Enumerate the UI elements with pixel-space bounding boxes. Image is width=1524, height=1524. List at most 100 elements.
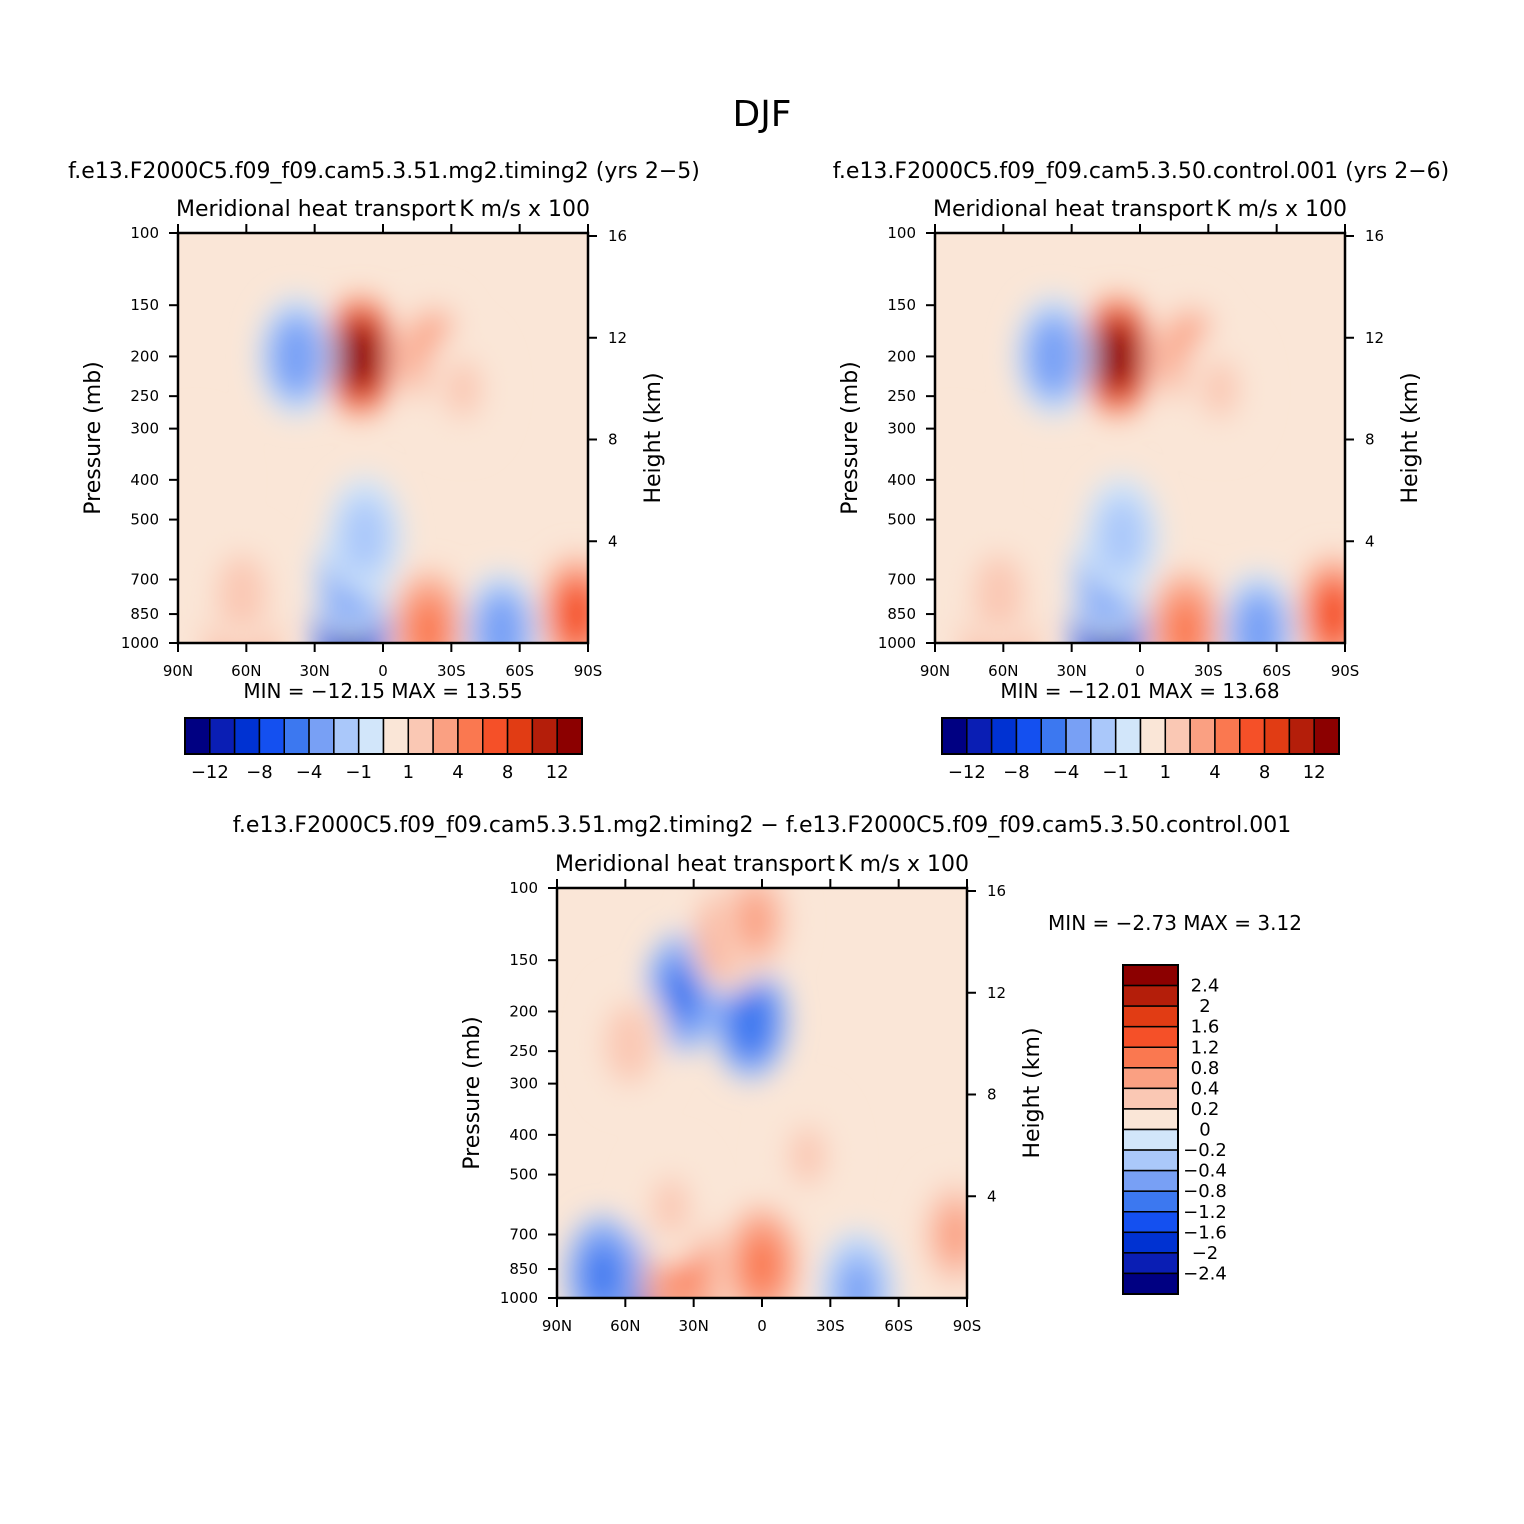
colorbar-label: 8	[1259, 762, 1270, 783]
y-tick-label: 1000	[500, 1289, 538, 1307]
colorbar-swatch	[1122, 1005, 1179, 1028]
field-blob	[980, 564, 1018, 624]
colorbar-swatch	[457, 717, 484, 755]
y-tick-label: 300	[130, 420, 159, 438]
colorbar-swatch	[506, 717, 534, 755]
field-blob	[178, 450, 215, 510]
colorbar-swatch	[1015, 717, 1042, 755]
panel-subtitle-left: Meridional heat transport	[555, 852, 835, 877]
colorbar-swatch	[1114, 717, 1142, 755]
x-tick-label: 90N	[163, 662, 193, 680]
y-tick-label: 100	[509, 879, 538, 897]
colorbar-label: 0.8	[1191, 1058, 1220, 1079]
x-tick-label: 30N	[1057, 662, 1087, 680]
colorbar-swatch	[1122, 1190, 1179, 1213]
panel-subtitle-left: Meridional heat transport	[176, 197, 456, 222]
colorbar-swatch	[1122, 1231, 1179, 1254]
y-tick-label: 400	[887, 471, 916, 489]
field-blob	[482, 602, 520, 643]
colorbar-swatch	[382, 717, 410, 755]
colorbar-swatch	[1065, 717, 1092, 755]
y2-axis-label: Height (km)	[641, 372, 666, 503]
panel-control: f.e13.F2000C5.f09_f09.cam5.3.50.control.…	[833, 159, 1449, 783]
x-tick-label: 90N	[920, 662, 950, 680]
colorbar-label: 8	[502, 762, 513, 783]
field-blob	[1034, 326, 1072, 387]
y2-tick-label: 12	[1365, 329, 1384, 347]
colorbar-swatch	[1122, 1252, 1179, 1275]
field-blob	[732, 990, 770, 1050]
colorbar-label: 2	[1199, 996, 1210, 1017]
colorbar-label: −4	[296, 762, 323, 783]
colorbar-swatch	[432, 717, 459, 755]
field-blob-group	[564, 888, 967, 1298]
y2-tick-label: 8	[987, 1086, 997, 1104]
colorbar-label: −8	[246, 762, 273, 783]
y-tick-label: 200	[887, 347, 916, 365]
y-tick-label: 850	[509, 1260, 538, 1278]
y-tick-label: 700	[509, 1225, 538, 1243]
colorbar-label: −0.8	[1183, 1181, 1227, 1202]
y2-axis-label: Height (km)	[1020, 1027, 1045, 1158]
colorbar-label: 1	[1160, 762, 1171, 783]
panel-subtitle-right: K m/s x 100	[838, 852, 969, 877]
field-blob	[937, 1204, 967, 1265]
y2-tick-label: 16	[1365, 227, 1384, 245]
panel-subtitle-left: Meridional heat transport	[933, 197, 1213, 222]
colorbar-swatch	[482, 717, 509, 755]
panel-timing2: f.e13.F2000C5.f09_f09.cam5.3.51.mg2.timi…	[68, 159, 700, 783]
field-blob	[1103, 506, 1141, 567]
colorbar-swatch	[1288, 717, 1315, 755]
colorbar-label: 1.2	[1191, 1037, 1220, 1058]
colorbar-swatch	[1139, 717, 1167, 755]
panel-title: f.e13.F2000C5.f09_f09.cam5.3.50.control.…	[833, 159, 1449, 184]
x-tick-label: 30S	[1194, 662, 1223, 680]
y-tick-label: 250	[130, 387, 159, 405]
x-tick-label: 0	[378, 662, 388, 680]
x-tick-label: 60N	[231, 662, 261, 680]
colorbar-label: 4	[452, 762, 463, 783]
y-tick-label: 400	[130, 471, 159, 489]
y2-axis-label: Height (km)	[1398, 372, 1423, 503]
colorbar-label: −0.4	[1183, 1161, 1227, 1182]
y2-tick-label: 12	[987, 984, 1006, 1002]
colorbar-label: −1.6	[1183, 1222, 1227, 1243]
colorbar-label: −12	[948, 762, 986, 783]
y-tick-label: 250	[509, 1042, 538, 1060]
panel-title: f.e13.F2000C5.f09_f09.cam5.3.51.mg2.timi…	[68, 159, 700, 184]
field-blob	[1167, 600, 1205, 643]
colorbar-frame	[184, 717, 583, 755]
y-tick-label: 100	[130, 224, 159, 242]
y-tick-label: 500	[130, 511, 159, 529]
y-tick-label: 400	[509, 1126, 538, 1144]
x-tick-label: 90N	[542, 1317, 572, 1335]
colorbar-swatch	[407, 717, 434, 755]
x-tick-label: 60N	[988, 662, 1018, 680]
colorbar-swatch	[1122, 984, 1179, 1007]
field-blob	[652, 1177, 690, 1237]
colorbar-swatch	[1122, 1272, 1179, 1295]
y-tick-label: 700	[887, 570, 916, 588]
field-blob	[223, 564, 261, 624]
y-tick-label: 300	[509, 1075, 538, 1093]
field-blob	[611, 1014, 649, 1074]
y-tick-label: 1000	[878, 634, 916, 652]
colorbar-label: 0.2	[1191, 1099, 1220, 1120]
field-blob	[839, 1261, 877, 1298]
field-blob	[743, 1235, 781, 1295]
field-blob	[346, 506, 384, 567]
colorbar-label: 1.6	[1191, 1017, 1220, 1038]
y-tick-label: 850	[130, 605, 159, 623]
field-blob	[1098, 326, 1136, 387]
panel-subtitle-right: K m/s x 100	[459, 197, 590, 222]
y-tick-label: 1000	[121, 634, 159, 652]
y-tick-label: 850	[887, 605, 916, 623]
colorbar-swatch	[357, 717, 385, 755]
field-plot-area	[557, 888, 967, 1298]
y2-tick-label: 4	[1365, 532, 1375, 550]
colorbar-swatch	[1122, 1067, 1179, 1090]
colorbar-swatch	[1122, 1046, 1179, 1069]
y-tick-label: 150	[509, 951, 538, 969]
colorbar-swatch	[1122, 1087, 1179, 1110]
colorbar-swatch	[1122, 964, 1179, 987]
